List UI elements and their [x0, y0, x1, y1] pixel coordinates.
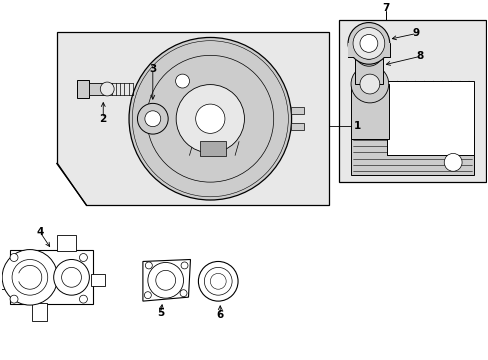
Bar [89, 83, 107, 95]
Circle shape [144, 111, 161, 127]
Circle shape [175, 74, 189, 88]
Circle shape [204, 267, 232, 295]
Circle shape [354, 39, 382, 66]
Circle shape [352, 28, 384, 59]
Polygon shape [57, 32, 328, 205]
Circle shape [12, 260, 48, 295]
Circle shape [198, 261, 238, 301]
Circle shape [180, 290, 186, 297]
Circle shape [10, 295, 18, 303]
Bar [57, 235, 76, 251]
Text: 5: 5 [157, 308, 164, 318]
Circle shape [129, 37, 291, 200]
Circle shape [145, 262, 152, 269]
Circle shape [443, 153, 461, 171]
Bar [339, 19, 485, 182]
Bar [0, 274, 12, 289]
Text: 3: 3 [149, 64, 156, 74]
Circle shape [176, 85, 244, 153]
Polygon shape [350, 136, 473, 175]
Text: 9: 9 [412, 28, 419, 39]
Circle shape [79, 253, 87, 261]
Circle shape [181, 262, 187, 269]
Bar [350, 84, 388, 139]
Circle shape [137, 103, 168, 134]
Circle shape [144, 292, 151, 299]
Bar [290, 107, 304, 114]
Bar [290, 123, 304, 130]
Circle shape [359, 35, 377, 52]
Circle shape [79, 295, 87, 303]
Bar [32, 303, 47, 321]
Bar [200, 140, 225, 156]
Polygon shape [142, 260, 190, 301]
Circle shape [147, 262, 183, 298]
Circle shape [359, 74, 379, 94]
Circle shape [61, 267, 81, 287]
Text: 2: 2 [100, 114, 107, 124]
Circle shape [361, 45, 375, 59]
Circle shape [350, 65, 388, 103]
Circle shape [210, 273, 225, 289]
Circle shape [54, 260, 89, 295]
Circle shape [347, 23, 389, 64]
Text: 4: 4 [36, 227, 43, 237]
Text: 7: 7 [381, 3, 388, 13]
Text: 8: 8 [416, 51, 423, 61]
Text: 1: 1 [353, 121, 360, 131]
Bar [91, 274, 105, 286]
Bar [386, 81, 473, 156]
Circle shape [195, 104, 224, 133]
Bar [77, 80, 89, 98]
Circle shape [2, 249, 58, 305]
Circle shape [156, 270, 175, 290]
Text: 6: 6 [216, 310, 224, 320]
Circle shape [10, 253, 18, 261]
Bar [347, 44, 389, 57]
Bar [354, 52, 382, 84]
Polygon shape [10, 249, 93, 304]
Circle shape [100, 82, 114, 96]
